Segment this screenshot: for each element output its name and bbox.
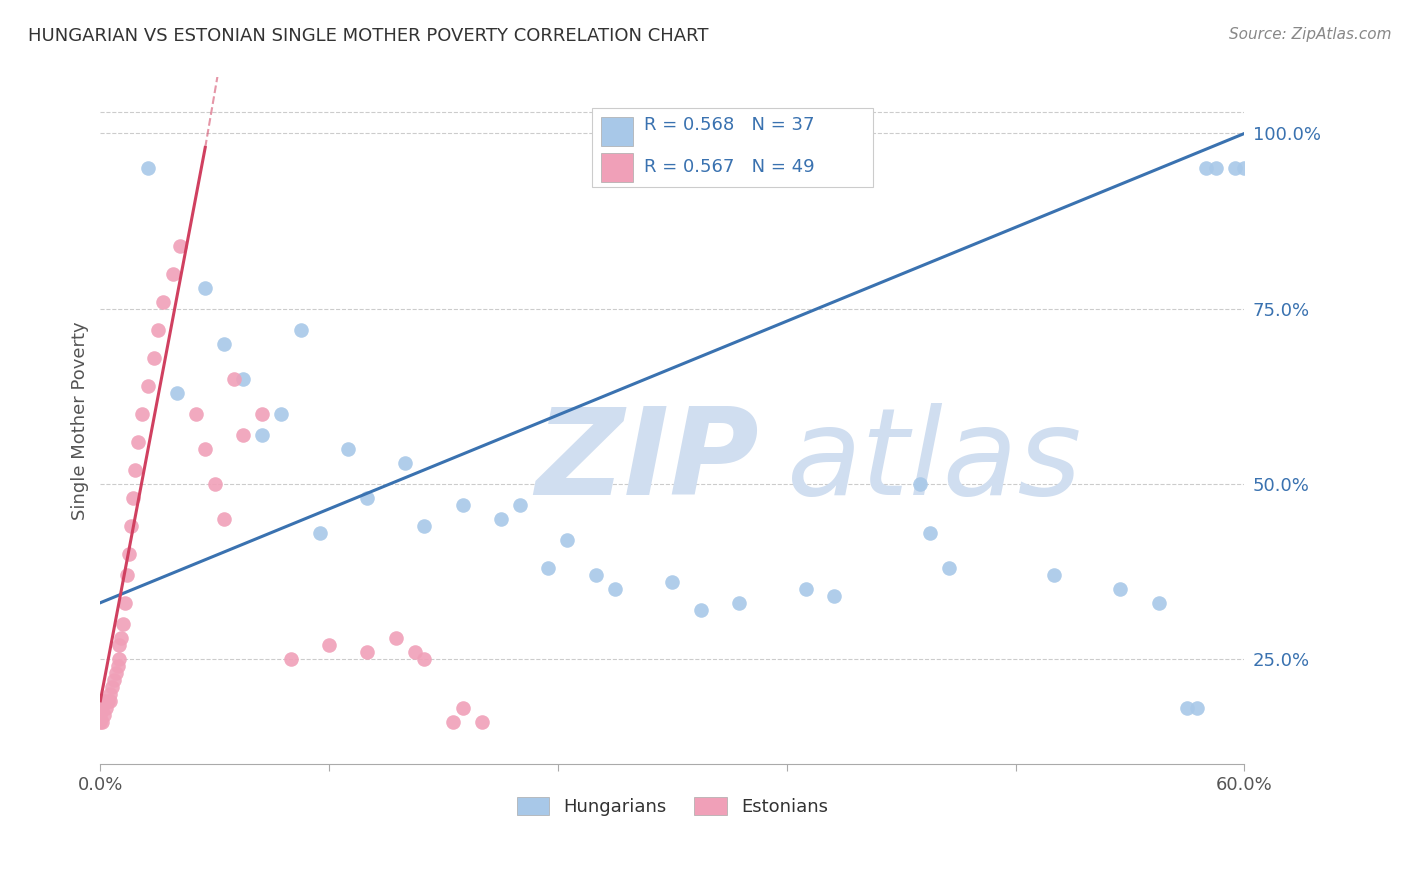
Point (136, 161, 159, 176)
Bar (602, 117, 634, 146)
Point (166, 385, 188, 400)
Text: ZIP: ZIP (536, 403, 759, 520)
Point (356, 645, 378, 659)
Point (918, 525, 941, 540)
Point (1233, 161, 1256, 176)
Point (112, 616, 135, 631)
Point (194, 442, 217, 456)
Point (509, 498, 531, 512)
Point (280, 652, 302, 666)
Point (184, 407, 207, 421)
Point (101, 680, 124, 694)
Point (98, 687, 121, 701)
Point (118, 547, 141, 561)
Point (114, 596, 136, 610)
Point (413, 518, 436, 533)
Point (136, 378, 159, 392)
Point (823, 589, 845, 603)
Point (146, 322, 169, 336)
Point (1042, 567, 1064, 582)
Point (169, 238, 191, 252)
Text: atlas: atlas (787, 403, 1083, 520)
Point (557, 533, 579, 547)
Point (127, 434, 149, 449)
Point (537, 560, 560, 574)
Point (91, 714, 114, 729)
Point (108, 652, 131, 666)
FancyBboxPatch shape (592, 108, 873, 187)
Point (103, 673, 125, 687)
Point (115, 567, 138, 582)
Point (441, 714, 464, 729)
Legend: Hungarians, Estonians: Hungarians, Estonians (509, 789, 835, 823)
Point (270, 407, 292, 421)
Point (471, 714, 494, 729)
Point (232, 427, 254, 442)
Point (938, 560, 960, 574)
Point (214, 511, 236, 525)
Text: R = 0.568   N = 37: R = 0.568 N = 37 (644, 117, 814, 135)
Point (110, 631, 132, 645)
Point (232, 371, 254, 385)
Point (1175, 700, 1198, 714)
Bar (602, 153, 634, 182)
Point (356, 491, 378, 505)
Point (222, 371, 245, 385)
Text: Source: ZipAtlas.com: Source: ZipAtlas.com (1229, 27, 1392, 42)
Point (89, 700, 111, 714)
Point (451, 700, 474, 714)
Point (107, 658, 129, 673)
Point (661, 574, 683, 589)
Point (1205, 161, 1227, 176)
Point (142, 351, 165, 365)
Point (124, 463, 146, 477)
Point (1223, 161, 1246, 176)
Point (385, 631, 408, 645)
Point (308, 525, 330, 540)
Point (89, 707, 111, 722)
Point (89, 714, 111, 729)
Point (252, 427, 274, 442)
Point (98, 694, 121, 708)
Point (214, 336, 236, 351)
Point (94, 700, 117, 714)
Point (93, 694, 115, 708)
Point (404, 645, 426, 659)
Point (97, 694, 120, 708)
Point (489, 511, 512, 525)
Point (585, 567, 607, 582)
Point (252, 407, 274, 421)
Point (104, 665, 127, 680)
Point (108, 638, 131, 652)
Point (413, 652, 436, 666)
Point (1147, 596, 1170, 610)
Point (394, 456, 416, 470)
Point (794, 582, 817, 596)
Point (1185, 700, 1208, 714)
Point (120, 518, 142, 533)
Point (290, 322, 312, 336)
Point (605, 582, 627, 596)
Point (152, 294, 174, 309)
Point (162, 267, 184, 281)
Point (1195, 161, 1218, 176)
Point (690, 603, 713, 617)
Point (131, 407, 153, 421)
Point (91, 700, 114, 714)
Y-axis label: Single Mother Poverty: Single Mother Poverty (72, 321, 89, 520)
Point (910, 476, 932, 491)
Point (121, 491, 143, 505)
Point (204, 476, 226, 491)
Point (318, 638, 340, 652)
Point (728, 596, 751, 610)
Point (337, 442, 360, 456)
Point (93, 707, 115, 722)
Point (1109, 582, 1132, 596)
Text: R = 0.567   N = 49: R = 0.567 N = 49 (644, 158, 814, 176)
Point (194, 280, 217, 294)
Point (451, 498, 474, 512)
Text: HUNGARIAN VS ESTONIAN SINGLE MOTHER POVERTY CORRELATION CHART: HUNGARIAN VS ESTONIAN SINGLE MOTHER POVE… (28, 27, 709, 45)
